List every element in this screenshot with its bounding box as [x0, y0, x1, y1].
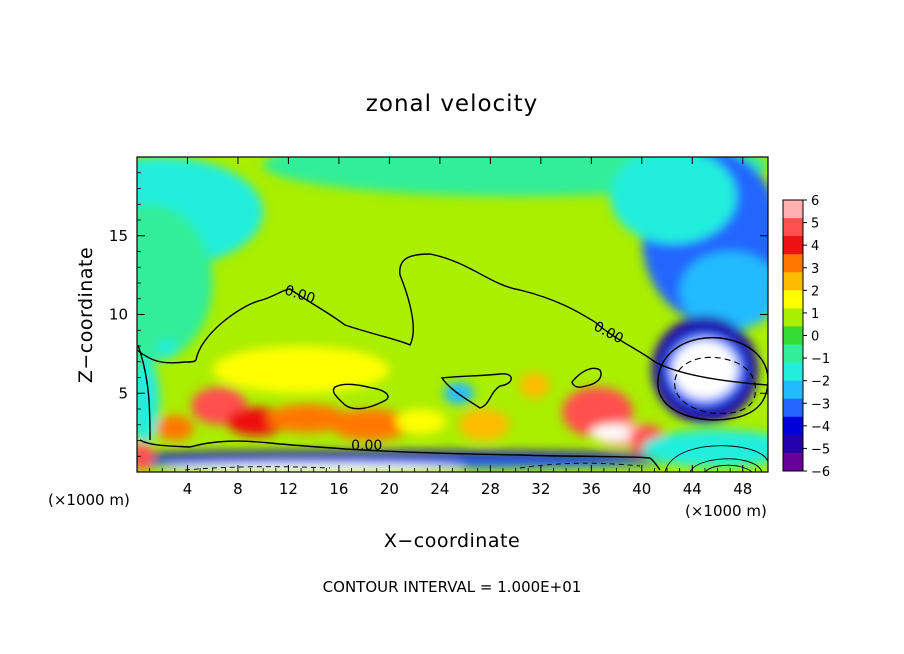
colorbar-tick-label: 6	[811, 194, 819, 209]
heatmap-blob	[679, 251, 768, 331]
contour-zero-upper	[195, 253, 768, 386]
colorbar-swatch	[783, 416, 803, 436]
contour-bottom-dashed	[184, 462, 641, 471]
colorbar-swatch	[783, 344, 803, 364]
contour-zero-loop-c	[571, 367, 602, 388]
heatmap-blob	[137, 204, 213, 362]
colorbar-tick-label: 5	[811, 217, 819, 232]
contour-lower-right-3	[704, 464, 753, 472]
colorbar-swatch	[783, 290, 803, 309]
contour-zero-loop-a	[332, 383, 389, 410]
colorbar-tick-label: −4	[811, 420, 830, 435]
x-tick-label: 16	[329, 480, 348, 498]
contour-lower-right-2	[689, 458, 763, 472]
colorbar-tick-label: 4	[811, 239, 819, 254]
heatmap-blob	[395, 409, 447, 435]
colorbar-swatch	[783, 236, 803, 255]
colorbar-swatch	[783, 362, 803, 382]
heatmap-cells	[137, 157, 768, 472]
colorbar	[783, 200, 803, 472]
x-tick-label: 8	[233, 480, 243, 498]
heatmap-blob	[137, 450, 680, 462]
colorbar-swatch	[783, 434, 803, 454]
contour-zero-left	[137, 349, 197, 364]
contour-vortex-dashed	[674, 356, 756, 414]
z-unit-label: (×1000 m)	[685, 502, 767, 520]
y-axis-label: Z−coordinate	[75, 247, 97, 383]
contour-zero-lower	[139, 439, 661, 471]
heatmap-blob	[610, 157, 737, 244]
colorbar-tick-label: −1	[811, 352, 830, 367]
colorbar-tick-label: −5	[811, 442, 830, 457]
x-tick-label: 24	[430, 480, 449, 498]
colorbar-swatch	[783, 218, 803, 237]
colorbar-tick-label: −6	[811, 465, 830, 480]
x-tick-label: 48	[733, 480, 752, 498]
colorbar-swatch	[783, 398, 803, 418]
colorbar-swatch	[783, 200, 803, 219]
colorbar-swatch	[783, 272, 803, 291]
colorbar-tick-label: 3	[811, 262, 819, 277]
contour-lower-right-1	[664, 445, 768, 472]
colorbar-swatch	[783, 452, 803, 472]
colorbar-swatch	[783, 254, 803, 273]
heatmap-blob	[157, 339, 178, 359]
y-tick-label: 5	[118, 384, 128, 402]
colorbar-tick-label: 1	[811, 307, 819, 322]
contour-label: 0.00	[351, 438, 382, 454]
colorbar-tick-label: 0	[811, 330, 819, 345]
colorbar-swatch	[783, 380, 803, 400]
contour-interval-note: CONTOUR INTERVAL = 1.000E+01	[323, 578, 582, 596]
heatmap-blob	[137, 442, 154, 471]
y-tick-label: 10	[109, 306, 128, 324]
heatmap-saturated-region	[672, 339, 738, 400]
y-tick-label: 15	[109, 227, 128, 245]
colorbar-swatch	[783, 308, 803, 327]
heatmap-blob	[212, 346, 390, 394]
chart-title: zonal velocity	[366, 91, 538, 117]
heatmap-blob	[155, 415, 194, 441]
x-tick-label: 32	[531, 480, 550, 498]
x-tick-label: 36	[582, 480, 601, 498]
x-tick-label: 4	[183, 480, 193, 498]
x-tick-label: 20	[380, 480, 399, 498]
x-tick-label: 40	[632, 480, 651, 498]
x-axis-ticks: 4 8 12 16 20 24 28 32 36 40 44 48	[149, 157, 756, 498]
x-unit-label: (×1000 m)	[48, 491, 130, 509]
x-tick-label: 44	[683, 480, 702, 498]
x-tick-label: 12	[279, 480, 298, 498]
colorbar-tick-label: 2	[811, 284, 819, 299]
colorbar-tick-label: −3	[811, 397, 830, 412]
heatmap-saturated-region	[590, 424, 631, 441]
heatmap-blob	[330, 409, 411, 441]
x-tick-label: 28	[481, 480, 500, 498]
contour-zero-edge	[137, 344, 151, 441]
colorbar-ticks: 6 5 4 3 2 1 0 −1 −2 −3 −4 −5 −6	[803, 194, 830, 480]
x-axis-label: X−coordinate	[384, 530, 520, 552]
y-axis-ticks: 5 10 15	[109, 172, 768, 457]
contour-zero-loop-b	[440, 373, 512, 409]
heatmap-blob	[641, 429, 768, 468]
heatmap-blob	[519, 372, 550, 398]
heatmap-blob	[266, 404, 348, 433]
heatmap-field: 0.000.000.00	[137, 157, 768, 472]
heatmap-blob	[458, 409, 510, 441]
colorbar-tick-label: −2	[811, 375, 830, 390]
colorbar-swatch	[783, 326, 803, 346]
